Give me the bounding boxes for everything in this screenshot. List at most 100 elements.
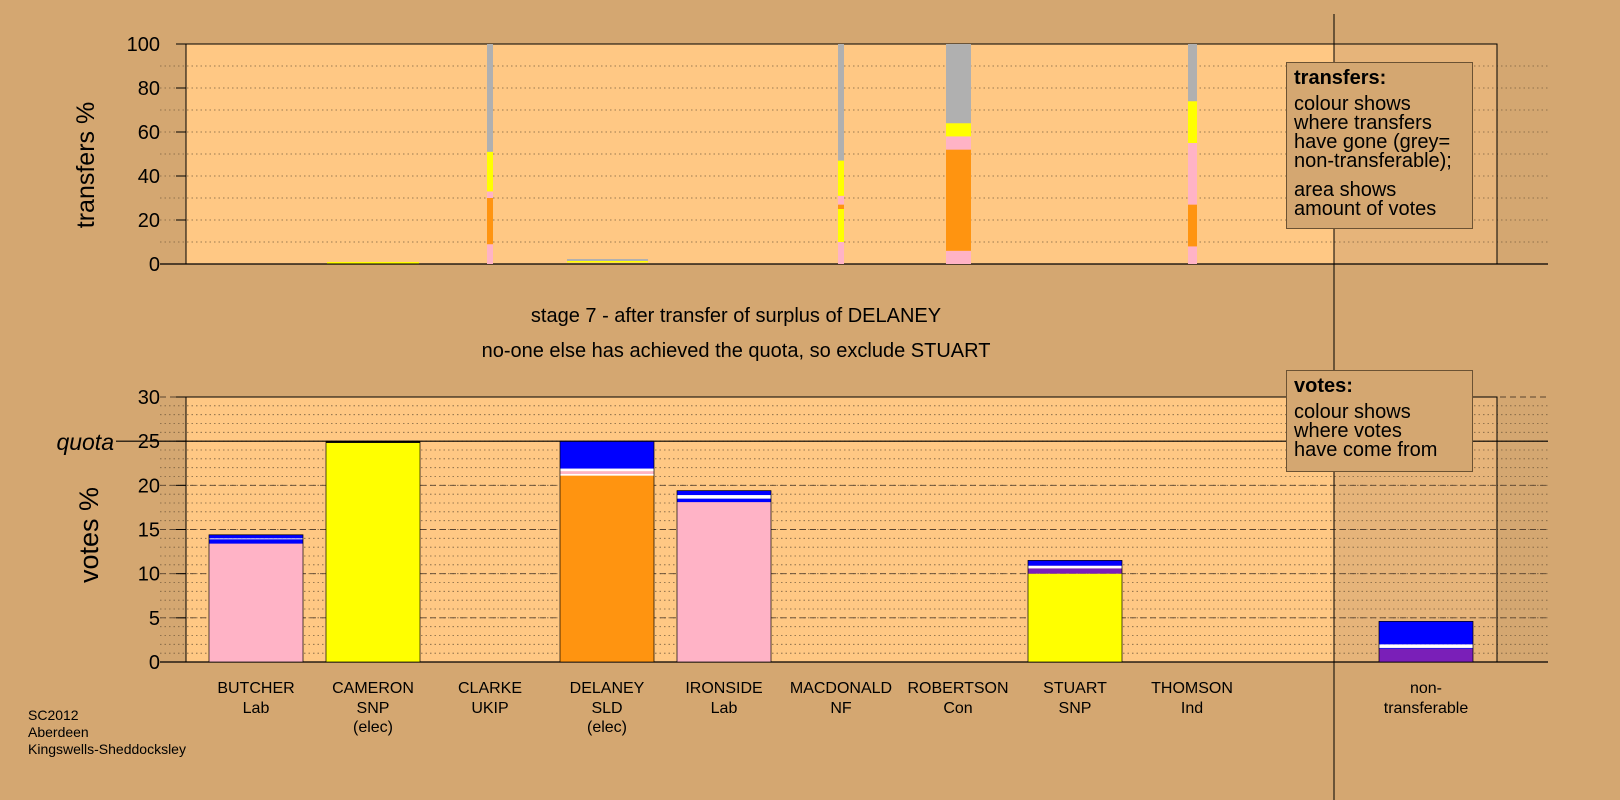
y-tick-label: 40 <box>138 166 160 188</box>
bar-segment <box>838 242 844 264</box>
bar-butcher <box>208 534 304 663</box>
bar-segment <box>838 160 844 196</box>
y-tick-label: 0 <box>149 652 160 674</box>
transfers-legend-line: non-transferable); <box>1294 150 1452 172</box>
bar-segment <box>560 473 654 476</box>
transfer-strip-delaney-2 <box>567 261 648 263</box>
bar-segment <box>209 538 303 540</box>
candidate-name: IRONSIDE <box>685 680 762 697</box>
bar-segment <box>1188 143 1197 205</box>
bar-segment <box>946 136 971 150</box>
votes-legend-line: where votes <box>1294 420 1402 442</box>
bar-segment <box>560 471 654 474</box>
transfers-legend-line: amount of votes <box>1294 198 1437 220</box>
bar-segment <box>677 498 771 503</box>
bar-segment <box>1379 648 1473 662</box>
transfers-legend-line: colour shows <box>1294 93 1411 115</box>
transfers-legend: transfers: colour shows where transfers … <box>1286 62 1473 229</box>
bar-segment <box>1188 44 1197 102</box>
candidate-name: THOMSON <box>1151 680 1233 697</box>
bar-segment <box>1379 647 1473 649</box>
bar-ironside <box>676 490 772 663</box>
bar-outline <box>676 490 772 663</box>
bar-segment <box>1028 573 1122 662</box>
bar-segment <box>677 502 771 662</box>
y-tick-label: 10 <box>138 564 160 586</box>
y-tick-label: 5 <box>149 608 160 630</box>
candidate-party: UKIP <box>471 700 508 717</box>
nontransferable-label-line2: transferable <box>1384 700 1469 717</box>
bar-outline <box>1027 560 1123 663</box>
y-tick-label: 15 <box>138 520 160 542</box>
transfers-legend-line: area shows <box>1294 179 1397 201</box>
bar-segment <box>487 151 493 192</box>
candidate-party: Ind <box>1181 700 1203 717</box>
bar-cameron <box>325 440 421 663</box>
stage-subtitle: no-one else has achieved the quota, so e… <box>482 340 991 362</box>
y-tick-label: 80 <box>138 78 160 100</box>
bar-segment <box>838 209 844 242</box>
bar-outline <box>1378 621 1474 663</box>
candidate-party: Lab <box>243 700 270 717</box>
quota-label: quota <box>56 429 114 455</box>
bar-segment <box>677 495 771 499</box>
candidate-elected-note: (elec) <box>587 719 627 736</box>
bar-segment <box>209 543 303 662</box>
bar-segment <box>1028 565 1122 569</box>
bar-segment <box>838 44 844 161</box>
y-tick-label: 20 <box>138 210 160 232</box>
transfer-strip-cameron <box>327 262 419 264</box>
bar-segment <box>487 44 493 152</box>
bar-segment <box>1379 644 1473 648</box>
candidate-party: Con <box>943 700 972 717</box>
bar-segment <box>560 441 654 469</box>
bar-delaney <box>559 440 655 663</box>
bar-segment <box>560 475 654 662</box>
stage-title: stage 7 - after transfer of surplus of D… <box>531 305 941 327</box>
candidate-party: SNP <box>357 700 390 717</box>
transfers-legend-line: where transfers <box>1294 112 1432 134</box>
bar-segment <box>209 534 303 539</box>
candidate-name: CLARKE <box>458 680 522 697</box>
candidate-name: STUART <box>1043 680 1107 697</box>
y-tick-label: 100 <box>127 34 160 56</box>
bar-segment <box>946 44 971 124</box>
candidate-party: SNP <box>1059 700 1092 717</box>
candidate-party: SLD <box>591 700 622 717</box>
bar-outline <box>208 534 304 663</box>
votes-legend-title: votes: <box>1294 375 1353 397</box>
bar-segment <box>1188 204 1197 247</box>
bar-segment <box>946 149 971 251</box>
footer-info: SC2012 Aberdeen Kingswells-Sheddocksley <box>28 707 186 758</box>
y-tick-label: 60 <box>138 122 160 144</box>
footer-ward: Kingswells-Sheddocksley <box>28 741 186 757</box>
transfers-legend-line: have gone (grey= <box>1294 131 1451 153</box>
bar-segment <box>560 468 654 472</box>
footer-council: Aberdeen <box>28 724 89 740</box>
bar-segment <box>487 244 493 264</box>
y-tick-label: 25 <box>138 431 160 453</box>
candidate-labels: BUTCHER Lab CAMERON SNP (elec) CLARKE UKIP DELA… <box>217 680 1233 736</box>
y-tick-label: 20 <box>138 475 160 497</box>
bar-clarke <box>487 44 493 264</box>
candidate-name: BUTCHER <box>217 680 294 697</box>
footer-election: SC2012 <box>28 707 79 723</box>
bar-segment <box>1028 560 1122 566</box>
bar-segment <box>1379 621 1473 645</box>
votes-legend-line: colour shows <box>1294 401 1411 423</box>
y-tick-label: 30 <box>138 387 160 409</box>
bar-robertson <box>946 44 971 264</box>
bar-thomson <box>1188 44 1197 264</box>
candidate-name: MACDONALD <box>790 680 892 697</box>
nontransferable-label-line1: non- <box>1410 680 1442 697</box>
bar-stuart <box>1027 560 1123 663</box>
candidate-name: CAMERON <box>332 680 414 697</box>
bar-segment <box>1028 568 1122 574</box>
bar-segment <box>838 204 844 209</box>
bar-segment <box>677 490 771 496</box>
bar-segment <box>1188 246 1197 264</box>
bar-non-transferable <box>1378 621 1474 663</box>
bar-segment <box>487 198 493 245</box>
transfers-legend-title: transfers: <box>1294 67 1387 89</box>
bar-segment <box>326 442 420 662</box>
